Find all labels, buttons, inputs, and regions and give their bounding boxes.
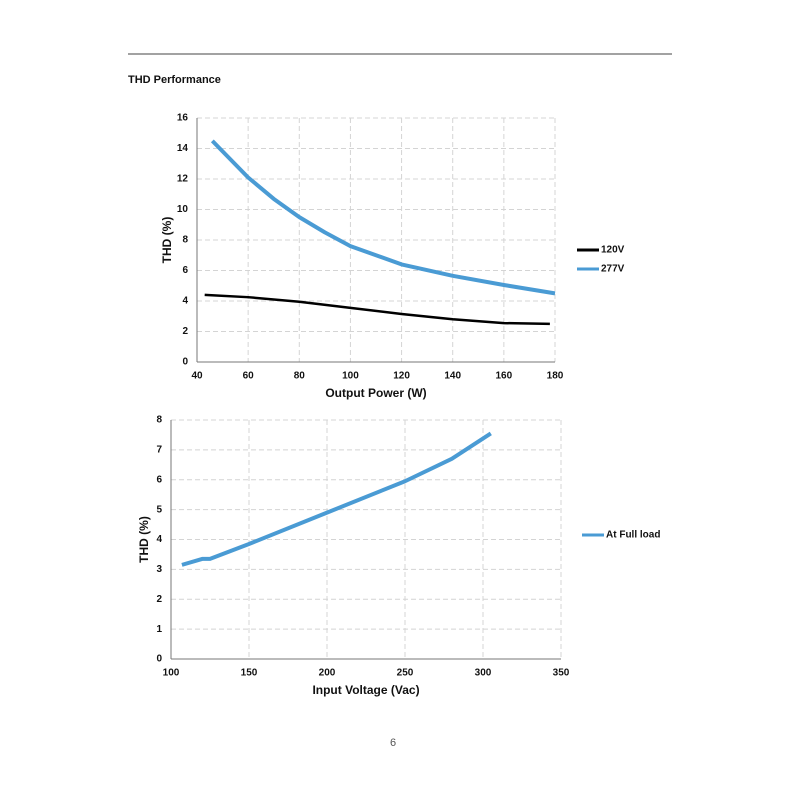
y-axis-label: THD (%) — [137, 516, 151, 563]
x-tick-label: 250 — [397, 668, 414, 679]
y-tick-label: 12 — [177, 174, 189, 185]
y-tick-label: 7 — [156, 445, 162, 456]
y-tick-label: 8 — [182, 235, 188, 246]
section-title: THD Performance — [128, 74, 221, 86]
series-line — [210, 139, 556, 296]
y-tick-label: 5 — [156, 504, 162, 515]
y-axis-label: THD (%) — [160, 217, 174, 264]
x-tick-label: 350 — [553, 668, 570, 679]
x-tick-label: 100 — [163, 668, 180, 679]
y-tick-label: 2 — [156, 594, 162, 605]
x-tick-label: 100 — [342, 371, 359, 382]
y-tick-label: 1 — [156, 624, 162, 635]
x-tick-label: 120 — [393, 371, 410, 382]
y-tick-label: 4 — [156, 534, 162, 545]
x-tick-label: 180 — [547, 371, 564, 382]
y-tick-label: 0 — [156, 654, 162, 665]
x-tick-label: 300 — [475, 668, 492, 679]
x-tick-label: 40 — [191, 371, 203, 382]
y-tick-label: 6 — [156, 474, 162, 485]
x-tick-label: 60 — [243, 371, 255, 382]
legend-label: 120V — [601, 245, 625, 256]
legend-label: 277V — [601, 264, 625, 275]
legend-label: At Full load — [606, 530, 660, 541]
y-tick-label: 2 — [182, 326, 188, 337]
x-tick-label: 140 — [444, 371, 461, 382]
x-tick-label: 160 — [496, 371, 513, 382]
y-tick-label: 14 — [177, 143, 189, 154]
x-tick-label: 80 — [294, 371, 306, 382]
page-number: 6 — [390, 737, 396, 749]
y-tick-label: 3 — [156, 564, 162, 575]
series-line — [204, 293, 550, 326]
y-tick-label: 0 — [182, 357, 188, 368]
y-tick-label: 16 — [177, 113, 189, 124]
x-axis-label: Input Voltage (Vac) — [312, 683, 419, 697]
y-tick-label: 6 — [182, 265, 188, 276]
y-tick-label: 10 — [177, 204, 189, 215]
y-tick-label: 4 — [182, 296, 188, 307]
y-tick-label: 8 — [156, 415, 162, 426]
x-tick-label: 200 — [319, 668, 336, 679]
series-line — [181, 431, 492, 567]
x-axis-label: Output Power (W) — [325, 386, 426, 400]
x-tick-label: 150 — [241, 668, 258, 679]
